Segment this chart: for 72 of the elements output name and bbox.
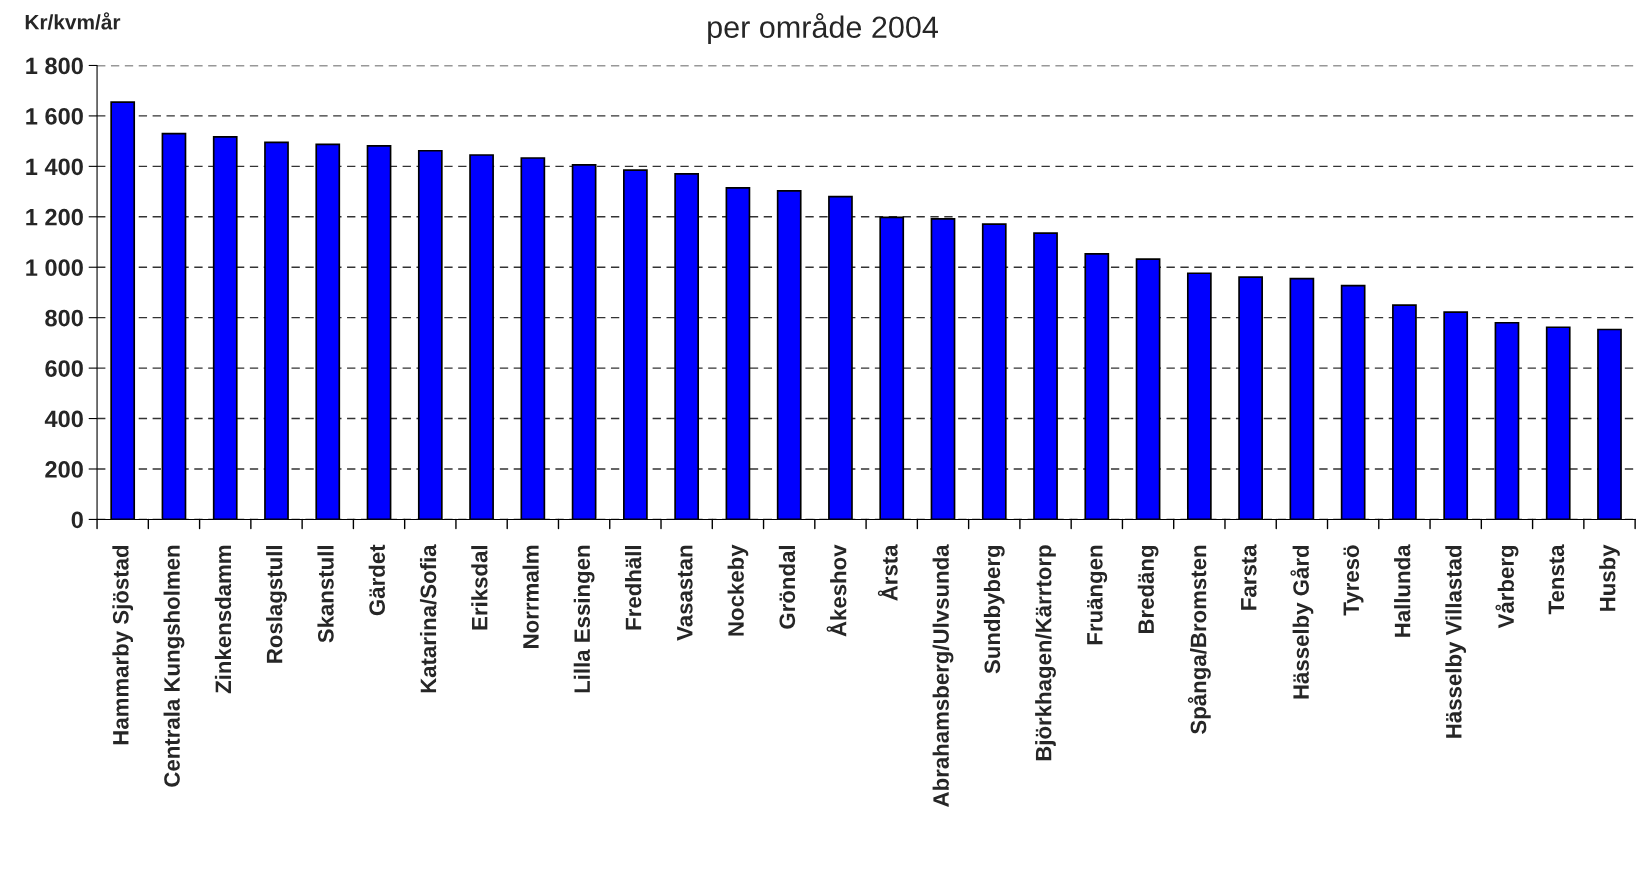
chart-title: per område 2004 [708,13,938,45]
bar [1392,304,1417,520]
x-tick-label: Centrala Kungsholmen [163,545,185,787]
x-tick-label: Roslagstull [266,546,287,663]
bar [1340,284,1366,520]
x-tick-label: Vårberg [1495,545,1519,629]
bar [571,164,597,520]
x-tick-label: Nockeby [727,544,749,636]
bar [930,217,956,520]
bar [469,154,494,520]
y-tick-label: 1 000 [26,259,83,277]
x-tick-label: Lilla Essingen [573,545,595,693]
bar [315,143,341,520]
bar [674,173,700,520]
bar [1186,272,1212,520]
y-tick-label: 1 200 [26,208,83,226]
x-tick-label: Björkhagen/Kärrtorp [1035,545,1056,761]
y-tick-label: 1 800 [26,57,83,75]
bar [110,101,136,520]
x-tick-label: Tyresö [1343,545,1364,616]
bar [1033,232,1058,520]
bar [725,186,751,520]
y-tick-label: 1 400 [26,158,83,176]
bar [981,223,1007,520]
x-tick-label: Gärdet [368,544,385,616]
bar [1289,277,1315,520]
x-tick-label: Hallunda [1394,544,1411,637]
y-tick-label: 200 [45,461,83,478]
bar [264,141,289,520]
bar [1597,328,1622,520]
x-tick-label: Fredhäll [625,546,642,630]
x-tick-label: Spånga/Bromsten [1187,545,1211,734]
x-tick-label: Eriksdal [471,546,488,630]
y-tick-label: 0 [71,511,83,529]
x-tick-label: Årsta [877,544,898,601]
bar [1084,253,1110,520]
x-tick-label: Skanstull [317,546,334,643]
y-axis-title: Kr/kvm/år [25,12,121,30]
y-tick-label: 800 [45,309,83,327]
bar [366,145,392,520]
bar [1238,276,1263,520]
x-tick-label: Norrmalm [522,545,539,648]
bar [828,195,853,520]
bar [879,216,905,520]
x-tick-label: Katarina/Sofia [419,544,437,693]
x-tick-label: Tensta [1548,544,1565,615]
bar [520,157,546,520]
y-tick-label: 1 600 [26,107,83,125]
bar [623,169,648,520]
x-tick-label: Hässelby Villastad [1445,545,1467,738]
x-tick-label: Vasastan [677,545,693,641]
bar [417,149,443,520]
x-tick-label: Hässelby Gård [1290,545,1314,699]
bar [161,132,187,520]
x-tick-label: Husby [1599,544,1620,611]
x-tick-label: Fruängen [1087,545,1108,645]
x-tick-label: Farsta [1241,544,1257,610]
x-tick-label: Gröndal [778,546,796,629]
x-tick-label: Zinkensdamm [214,545,232,694]
y-tick-label: 600 [45,360,83,377]
bar [776,189,802,520]
bar [1135,258,1161,520]
bar [1545,326,1571,520]
x-tick-label: Hammarby Sjöstad [112,545,134,745]
bar [212,136,238,520]
bar [1443,311,1469,520]
x-tick-label: Abrahamsberg/Ulvsunda [932,544,954,807]
x-tick-label: Åkeshov [826,544,847,637]
bar [1494,321,1520,520]
y-tick-label: 400 [44,410,83,428]
x-tick-label: Sundbyberg [983,545,1005,674]
x-tick-label: Bredäng [1137,545,1159,634]
